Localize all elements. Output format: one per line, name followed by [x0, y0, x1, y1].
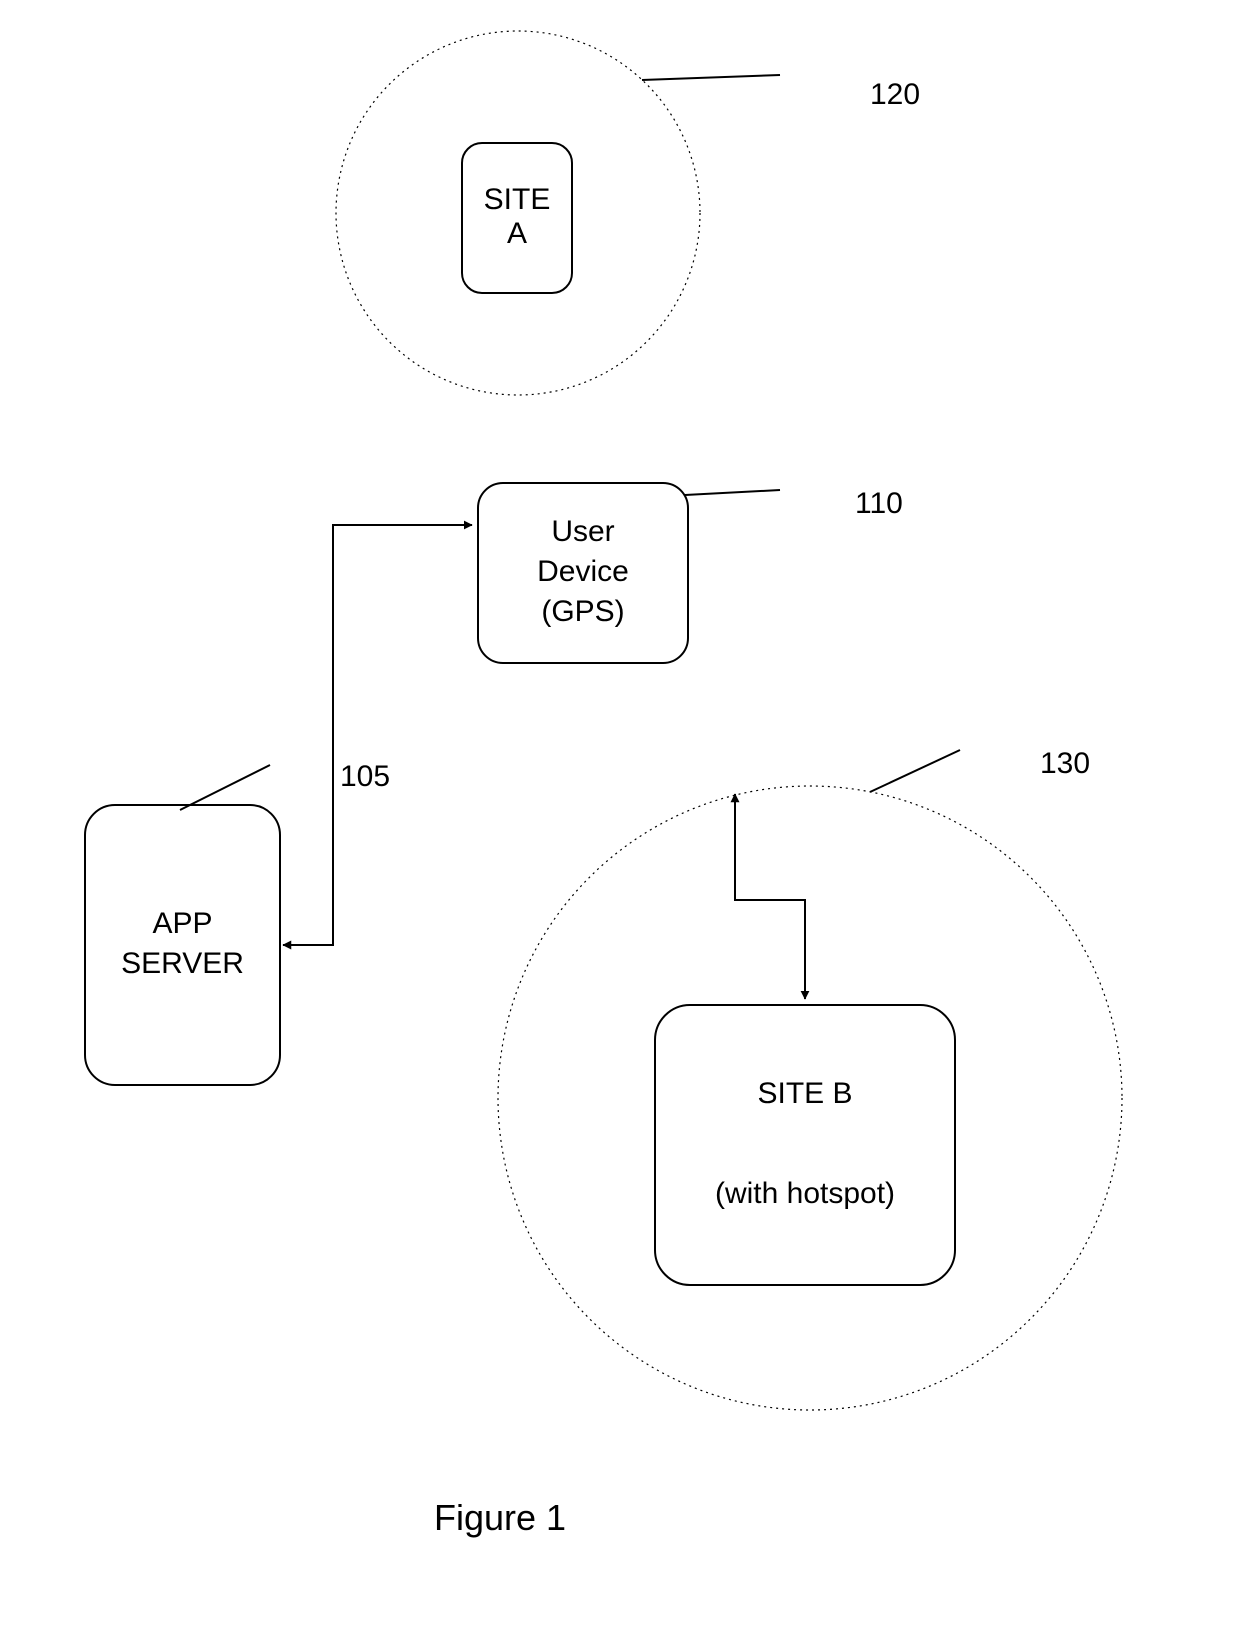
site_a_zone-ref: 120	[870, 78, 920, 111]
site_b-label-0: SITE B	[757, 1077, 852, 1110]
app_server-label-1: SERVER	[121, 947, 244, 980]
site_b-box	[655, 1005, 955, 1285]
app_server-label-0: APP	[152, 907, 212, 940]
user_device-leader	[685, 490, 780, 495]
zone_to_siteb-connector	[735, 794, 805, 999]
user_device-label-0: User	[551, 515, 614, 548]
site_a-label-0: SITE	[484, 183, 551, 216]
server_to_user-connector	[283, 525, 472, 945]
user_device-ref: 110	[855, 487, 903, 520]
app_server-leader	[180, 765, 270, 810]
figure-caption: Figure 1	[434, 1497, 566, 1538]
app_server-ref: 105	[340, 760, 390, 793]
app_server-box	[85, 805, 280, 1085]
site_a-label-1: A	[507, 217, 527, 250]
site_a_zone-leader	[642, 75, 780, 80]
site_b_zone-leader	[870, 750, 960, 792]
site_b-label-2: (with hotspot)	[715, 1177, 895, 1210]
user_device-label-2: (GPS)	[541, 595, 624, 628]
site_b_zone-ref: 130	[1040, 747, 1090, 780]
user_device-label-1: Device	[537, 555, 629, 588]
